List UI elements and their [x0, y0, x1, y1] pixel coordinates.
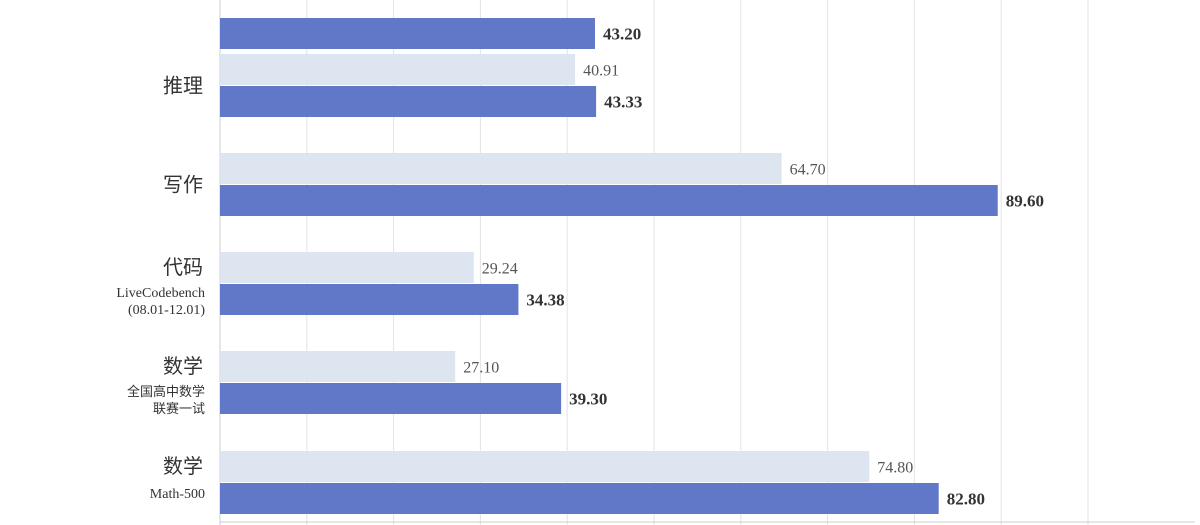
category-label: 写作 [163, 173, 203, 197]
category-label: 数学 [163, 454, 203, 478]
category-sublabel: Math-500 [150, 487, 205, 502]
bar [220, 18, 595, 49]
data-label: 34.38 [526, 291, 564, 310]
category-label: 推理 [163, 74, 203, 98]
bar [220, 451, 870, 482]
data-label: 43.20 [603, 25, 641, 44]
bar [220, 351, 456, 382]
bar [220, 383, 562, 414]
bar [220, 185, 998, 216]
category-sublabel: LiveCodebench [116, 286, 205, 301]
category-sublabel: (08.01-12.01) [128, 303, 205, 318]
category-sublabel: 全国高中数学 [127, 384, 205, 400]
category-label: 代码 [163, 255, 203, 279]
data-label: 27.10 [463, 360, 499, 377]
bar [220, 86, 597, 117]
category-label: 数学 [163, 354, 203, 378]
data-label: 40.91 [583, 63, 619, 80]
bar [220, 483, 939, 514]
data-label: 43.33 [604, 93, 642, 112]
data-label: 29.24 [482, 261, 518, 278]
category-sublabel: 联赛一试 [153, 401, 205, 417]
bar [220, 252, 474, 283]
bar [220, 153, 782, 184]
data-label: 89.60 [1006, 192, 1044, 211]
data-label: 74.80 [877, 460, 913, 477]
bar [220, 284, 519, 315]
bar [220, 54, 576, 85]
data-label: 64.70 [790, 162, 826, 179]
data-label: 39.30 [569, 390, 607, 409]
data-label: 82.80 [947, 490, 985, 509]
